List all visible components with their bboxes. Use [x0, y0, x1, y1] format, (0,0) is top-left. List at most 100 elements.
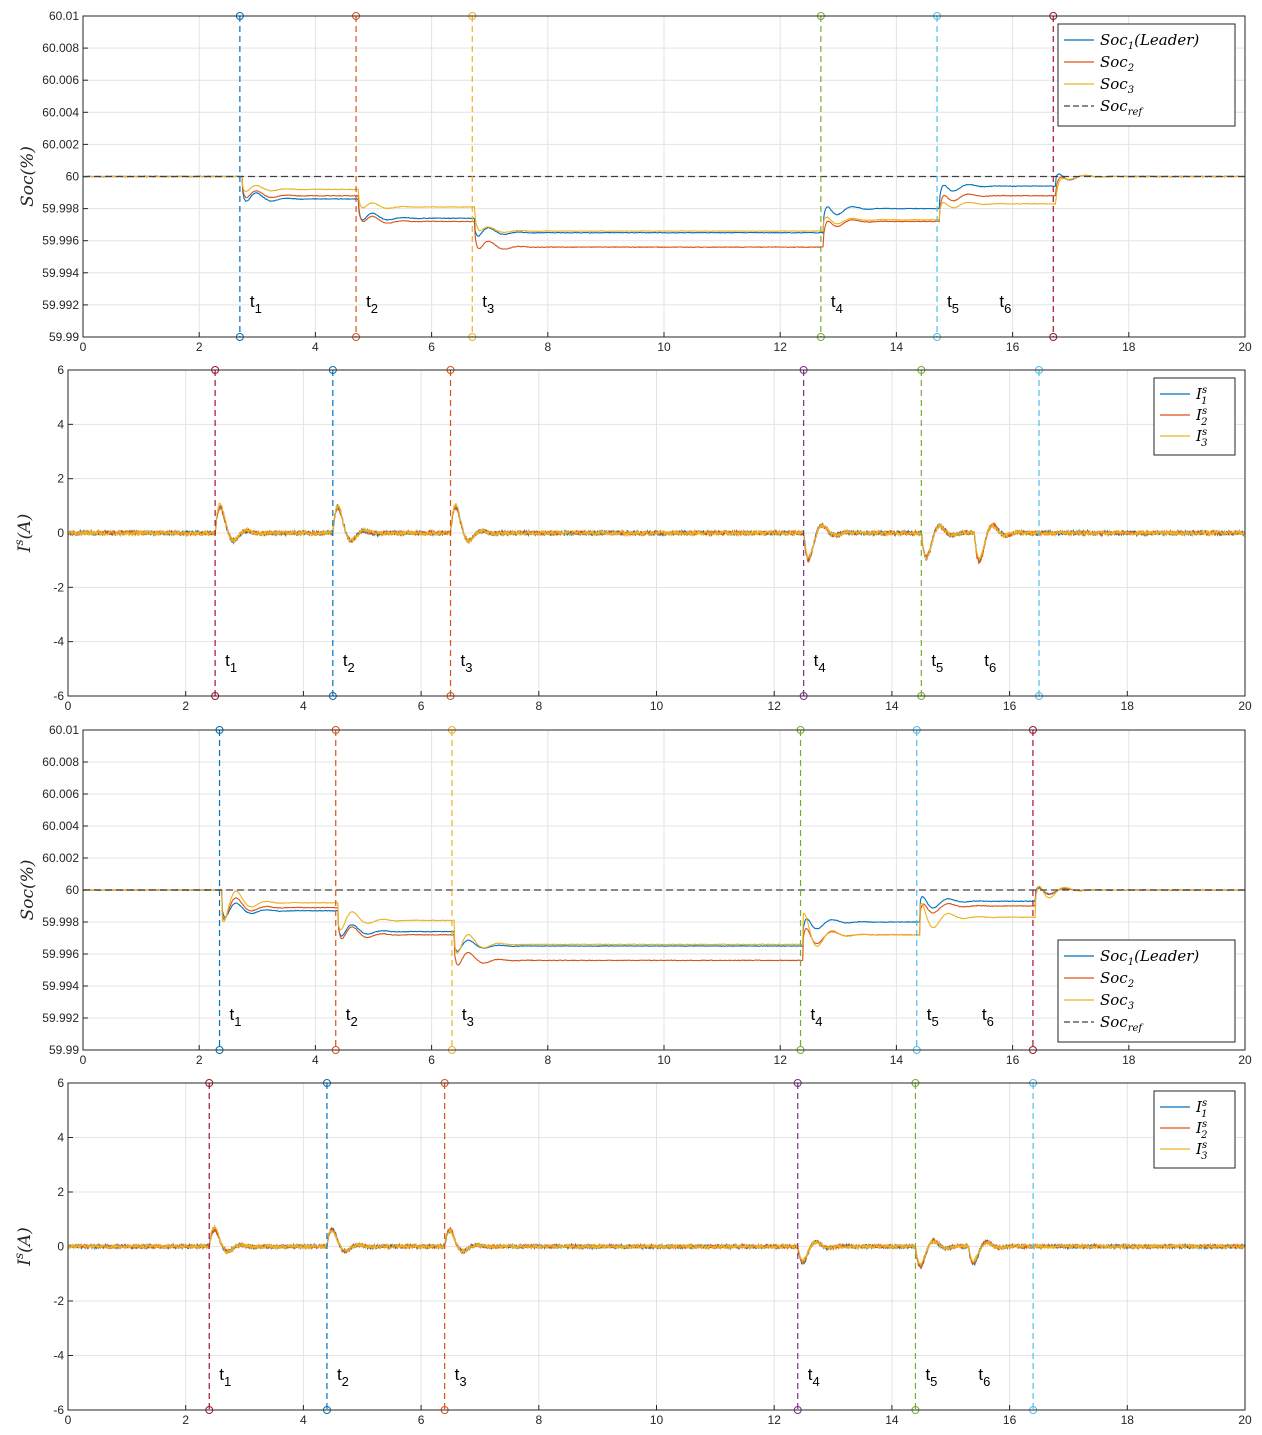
event-label: t3	[462, 1005, 474, 1029]
legend-entry: Is 3	[1195, 1140, 1207, 1162]
x-tick-label: 12	[774, 340, 788, 354]
event-label: t1	[230, 1005, 242, 1029]
x-tick-label: 12	[768, 699, 782, 713]
y-tick-label: -2	[53, 1294, 64, 1308]
event-label: t6	[999, 292, 1011, 316]
x-tick-label: 6	[428, 1053, 435, 1067]
legend-entry: Is 2	[1195, 1119, 1207, 1141]
legend-entry: Is 1	[1195, 1098, 1207, 1120]
axes-box	[67, 369, 1246, 697]
axes-box	[82, 15, 1246, 338]
event-label: t1	[219, 1365, 231, 1389]
series-line-soc-2	[83, 887, 1245, 966]
y-tick-label: 2	[57, 1185, 64, 1199]
x-tick-label: 6	[418, 699, 425, 713]
x-tick-label: 18	[1121, 1413, 1135, 1427]
chart-panel-3: 0 2 4 6 8 10 12 14 16 18 20 59.99 59.992 59.994 59.996…	[18, 723, 1252, 1067]
x-tick-label: 12	[768, 1413, 782, 1427]
event-label: t6	[978, 1365, 990, 1389]
legend-entry: Soc2	[1100, 53, 1134, 74]
plot-series-group	[83, 885, 1245, 966]
event-label: t1	[250, 292, 262, 316]
x-tick-label: 0	[65, 699, 72, 713]
y-tick-label: 60.006	[42, 73, 79, 87]
x-tick-label: 2	[182, 1413, 189, 1427]
x-tick-label: 10	[657, 340, 671, 354]
series-line-soc-3	[83, 174, 1245, 234]
event-label: t2	[337, 1365, 349, 1389]
legend-box	[1057, 939, 1236, 1043]
legend-entry: Is 1	[1195, 385, 1207, 407]
event-label: t2	[343, 651, 355, 675]
chart-panel-2: 0 2 4 6 8 10 12 14 16 18 20 -6 -4 -2 0 2 4 6 t1 t2 t3 t4 t5 t6 I…	[12, 363, 1252, 713]
x-tick-label: 14	[885, 699, 899, 713]
y-tick-label: 60.01	[49, 723, 79, 737]
y-axis-label: Soc(%)	[18, 146, 38, 207]
x-tick-label: 16	[1006, 340, 1020, 354]
event-label: t6	[982, 1005, 994, 1029]
x-tick-label: 10	[650, 699, 664, 713]
legend-entry: Is 2	[1195, 406, 1207, 428]
series-line-soc-1	[83, 173, 1245, 237]
y-tick-label: 59.996	[42, 234, 79, 248]
y-tick-label: 59.992	[42, 1011, 79, 1025]
x-tick-label: 14	[890, 340, 904, 354]
x-tick-label: 4	[300, 1413, 307, 1427]
event-label: t5	[927, 1005, 939, 1029]
y-axis-label: Soc(%)	[18, 860, 38, 921]
x-tick-label: 8	[535, 699, 542, 713]
legend-entry: Soc2	[1100, 969, 1134, 990]
x-tick-label: 0	[80, 1053, 87, 1067]
y-tick-label: 60.01	[49, 9, 79, 23]
x-tick-label: 16	[1006, 1053, 1020, 1067]
x-tick-label: 20	[1238, 1413, 1252, 1427]
event-label: t5	[925, 1365, 937, 1389]
x-tick-label: 14	[890, 1053, 904, 1067]
event-label: t3	[455, 1365, 467, 1389]
y-tick-label: 60	[66, 170, 80, 184]
event-label: t6	[984, 651, 996, 675]
event-label: t4	[831, 292, 843, 316]
plot-series-group	[68, 1223, 1245, 1269]
x-tick-label: 18	[1122, 1053, 1136, 1067]
event-label: t5	[947, 292, 959, 316]
y-tick-label: 60.004	[42, 819, 79, 833]
x-tick-label: 4	[312, 1053, 319, 1067]
y-tick-label: 59.994	[42, 266, 79, 280]
legend-entry: Is 3	[1195, 427, 1207, 449]
y-tick-label: 60.008	[42, 41, 79, 55]
legend-entry: Soc3	[1100, 991, 1134, 1012]
y-tick-label: 59.992	[42, 298, 79, 312]
y-tick-label: 59.998	[42, 202, 79, 216]
y-tick-label: 4	[57, 1131, 64, 1145]
x-tick-label: 10	[650, 1413, 664, 1427]
x-tick-label: 16	[1003, 1413, 1017, 1427]
x-tick-label: 2	[196, 340, 203, 354]
legend: Is 1Is 2Is 3	[1153, 1090, 1236, 1169]
y-tick-label: 60.002	[42, 137, 79, 151]
y-tick-label: 59.996	[42, 947, 79, 961]
x-tick-label: 0	[80, 340, 87, 354]
event-label: t5	[931, 651, 943, 675]
y-tick-label: 2	[57, 472, 64, 486]
y-tick-label: -6	[53, 689, 64, 703]
event-label: t4	[811, 1005, 823, 1029]
x-tick-label: 12	[774, 1053, 788, 1067]
y-tick-label: 59.99	[49, 1043, 79, 1057]
event-label: t2	[366, 292, 378, 316]
y-tick-label: 60.002	[42, 851, 79, 865]
y-tick-label: -4	[53, 1349, 64, 1363]
x-tick-label: 8	[535, 1413, 542, 1427]
y-tick-label: -6	[53, 1403, 64, 1417]
series-line-current-3	[68, 1223, 1245, 1267]
y-tick-label: 0	[57, 1240, 64, 1254]
x-tick-label: 16	[1003, 699, 1017, 713]
series-line-soc-2	[83, 174, 1245, 250]
y-axis-label: Is(A)	[12, 514, 35, 553]
event-label: t3	[461, 651, 473, 675]
x-tick-label: 0	[65, 1413, 72, 1427]
event-label: t4	[808, 1365, 820, 1389]
